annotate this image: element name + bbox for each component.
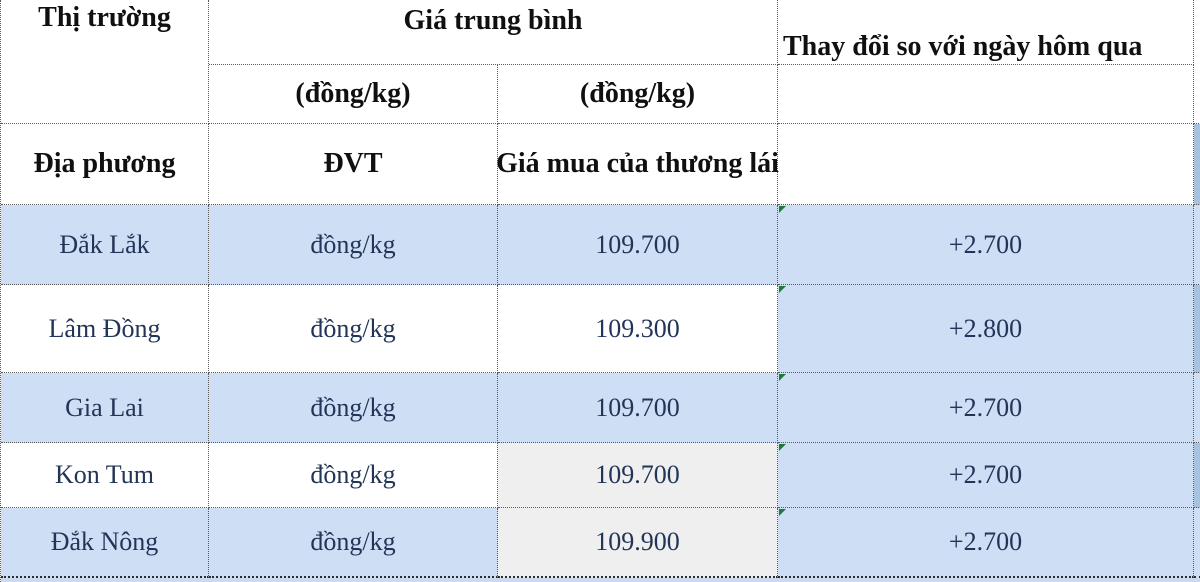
price-cell: 109.700 bbox=[498, 373, 778, 443]
market-cell: Đắk Lắk bbox=[1, 205, 209, 285]
unit-cell: đồng/kg bbox=[209, 508, 498, 578]
header-unit-abbr: ĐVT bbox=[209, 124, 498, 205]
cropped-next-column-sliver bbox=[1194, 205, 1200, 285]
unit-cell: đồng/kg bbox=[209, 373, 498, 443]
market-cell: Đắk Nông bbox=[1, 508, 209, 578]
price-cell: 109.700 bbox=[498, 205, 778, 285]
unit-cell: đồng/kg bbox=[209, 285, 498, 373]
price-cell: 109.300 bbox=[498, 285, 778, 373]
header-trader-buy-price: Giá mua của thương lái bbox=[496, 124, 779, 205]
change-value: +2.700 bbox=[948, 527, 1023, 556]
change-value: +2.700 bbox=[948, 229, 1023, 259]
cell-flag-triangle-icon bbox=[779, 444, 786, 451]
cell-flag-triangle-icon bbox=[779, 509, 786, 516]
header-unit-col3: (đồng/kg) bbox=[498, 65, 778, 124]
change-cell: +2.800 bbox=[778, 285, 1194, 373]
change-value: +2.700 bbox=[948, 392, 1023, 422]
cropped-next-column-sliver bbox=[1194, 0, 1200, 124]
cell-flag-triangle-icon bbox=[779, 286, 786, 293]
market-cell: Gia Lai bbox=[1, 373, 209, 443]
change-value: +2.700 bbox=[948, 460, 1023, 489]
cell-flag-triangle-icon bbox=[779, 374, 786, 381]
unit-cell: đồng/kg bbox=[209, 205, 498, 285]
cropped-next-column-sliver bbox=[1194, 373, 1200, 443]
change-cell: +2.700 bbox=[778, 443, 1194, 508]
cropped-next-column-sliver bbox=[1194, 285, 1200, 373]
cell-flag-triangle-icon bbox=[779, 206, 786, 213]
header-change-empty-cell bbox=[778, 65, 1194, 124]
header-unit-col2: (đồng/kg) bbox=[209, 65, 498, 124]
market-cell: Kon Tum bbox=[1, 443, 209, 508]
price-cell: 109.700 bbox=[498, 443, 778, 508]
header-locality: Địa phương bbox=[1, 124, 209, 205]
bottom-edge-strip bbox=[1, 578, 1200, 582]
header-market: Thị trường bbox=[1, 0, 209, 124]
header-change-vs-yesterday: Thay đổi so với ngày hôm qua bbox=[778, 0, 1194, 65]
header-change-empty-cell bbox=[778, 124, 1194, 205]
change-cell: +2.700 bbox=[778, 205, 1194, 285]
cropped-next-column-sliver bbox=[1194, 508, 1200, 578]
price-cell: 109.900 bbox=[498, 508, 778, 578]
change-cell: +2.700 bbox=[778, 373, 1194, 443]
market-cell: Lâm Đồng bbox=[1, 285, 209, 373]
unit-cell: đồng/kg bbox=[209, 443, 498, 508]
cropped-next-column-sliver bbox=[1194, 443, 1200, 508]
cropped-next-column-sliver bbox=[1194, 124, 1200, 205]
change-cell: +2.700 bbox=[778, 508, 1194, 578]
header-average-price: Giá trung bình bbox=[209, 0, 778, 65]
change-value: +2.800 bbox=[948, 313, 1023, 343]
